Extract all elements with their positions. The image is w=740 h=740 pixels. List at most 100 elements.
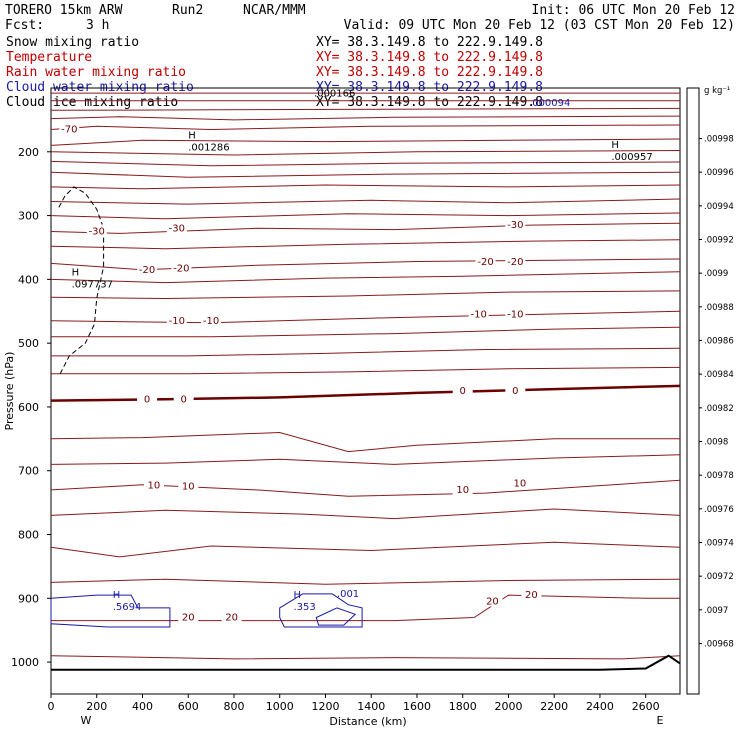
y-tick-label-6: 800 (18, 529, 39, 542)
colorbar-tick-label-10: .00978 (704, 471, 734, 481)
field-legend: Snow mixing ratio XY= 38.3.149.8 to 222.9… (6, 35, 543, 110)
annotation-value-2: .097737 (72, 280, 113, 291)
y-tick-label-7: 900 (18, 592, 39, 605)
x-tick-label-7: 1400 (357, 700, 385, 713)
contour-label-5: -20 (173, 264, 189, 275)
colorbar-tick-label-4: .0099 (704, 269, 728, 279)
contour-label-23: 20 (525, 590, 538, 601)
colorbar-tick-label-11: .00976 (704, 505, 734, 515)
contour-label-bg-19 (509, 476, 530, 489)
x-axis: 0 200 400 600 800 1000 1200 1400 1600 1800 2000 220… (48, 694, 660, 713)
x-tick-label-6: 1200 (311, 700, 339, 713)
isotherm-10 (50, 198, 681, 205)
isotherm-3 (50, 115, 681, 121)
isotherm-20 (51, 366, 681, 375)
run-title: Run2 (172, 3, 203, 18)
contour-label-bg-14 (452, 384, 473, 396)
isotherm-12 (50, 222, 681, 234)
annotations: H.001286 H.000957H.097737.000166.000094H.… (72, 88, 653, 613)
temperature-contours (50, 92, 681, 671)
contour-label-7: -20 (507, 257, 523, 268)
x-tick-label-0: 0 (48, 700, 55, 713)
contour-label-21: 20 (225, 612, 238, 623)
field-xy-1: XY= 38.3.149.8 to 222.9.149.8 (316, 50, 543, 65)
contour-label-bg-18 (452, 482, 473, 495)
field-name-1: Temperature (6, 50, 92, 65)
contour-label-1: -30 (89, 227, 105, 238)
y-axis-label: Pressure (hPa) (3, 352, 16, 431)
contour-label-15: 0 (512, 386, 518, 397)
isotherm-27 (51, 594, 680, 622)
contour-label-18: 10 (456, 485, 469, 496)
contour-label-17: 10 (182, 482, 195, 493)
contour-label-bg-0 (59, 122, 80, 135)
contour-label-12: 0 (144, 394, 150, 405)
contour-label-8: -10 (169, 316, 185, 327)
colorbar-tick-label-8: .00982 (704, 404, 734, 414)
x-tick-label-8: 1600 (403, 700, 431, 713)
contour-label-bg-6 (475, 255, 496, 268)
x-tick-label-2: 400 (132, 700, 153, 713)
field-name-2: Rain water mixing ratio (6, 65, 186, 80)
contour-label-0: -70 (61, 124, 77, 135)
header: TORERO 15km ARW Run2 NCAR/MMM Init: 06 U… (5, 3, 735, 33)
contour-label-16: 10 (148, 480, 161, 491)
isotherm-19 (51, 347, 681, 357)
contour-label-bg-8 (166, 313, 187, 326)
colorbar-tick-label-0: .00998 (704, 135, 734, 145)
isotherm-9 (50, 184, 681, 190)
contour-label-4: -20 (139, 265, 155, 276)
isotherm-17 (50, 310, 681, 324)
field-xy-4: XY= 38.3.149.8 to 222.9.149.8 (316, 95, 543, 110)
contour-label-bg-2 (166, 221, 187, 234)
cloud-water-contours (50, 593, 363, 628)
contour-label-3: -30 (507, 220, 523, 231)
x-tick-label-12: 2400 (586, 700, 614, 713)
contour-label-22: 20 (486, 597, 499, 608)
ice-contour (57, 186, 105, 375)
contour-label-bg-10 (468, 307, 489, 320)
y-tick-label-1: 300 (18, 210, 39, 223)
contour-label-bg-9 (201, 313, 222, 326)
y-tick-label-8: 1000 (11, 656, 39, 669)
contour-label-bg-17 (178, 479, 199, 492)
fcst-value: 3 h (86, 18, 109, 33)
annotation-value-6: .353 (293, 602, 315, 613)
colorbar-tick-label-9: .0098 (704, 438, 728, 448)
colorbar-tick-label-6: .00986 (704, 337, 734, 347)
isotherm-4 (50, 124, 681, 131)
isotherm-7 (50, 160, 681, 167)
colorbar: .00998 .00996 .00994 .00992 .0099 .00988 .0098… (686, 87, 734, 695)
west-label: W (81, 714, 92, 727)
contour-label-bg-5 (171, 261, 192, 274)
high-marker-0: H (188, 131, 196, 142)
isotherm-23 (50, 479, 681, 497)
contour-label-bg-21 (221, 610, 242, 623)
isotherm-8 (50, 171, 681, 178)
colorbar-tick-label-13: .00972 (704, 572, 734, 582)
y-tick-label-5: 700 (18, 465, 39, 478)
annotation-value-5: .5694 (113, 602, 142, 613)
y-tick-label-4: 600 (18, 401, 39, 414)
colorbar-tick-label-3: .00992 (704, 236, 734, 246)
contour-label-bg-23 (521, 588, 542, 601)
contour-label-6: -20 (477, 257, 493, 268)
isotherm-11 (50, 212, 681, 220)
x-tick-label-1: 200 (86, 700, 107, 713)
isotherm-2 (50, 107, 681, 111)
y-tick-label-3: 500 (18, 337, 39, 350)
colorbar-tick-label-12: .00974 (704, 539, 734, 549)
cloud-water-contour-0 (50, 594, 171, 628)
x-tick-label-11: 2200 (540, 700, 568, 713)
x-tick-label-3: 600 (178, 700, 199, 713)
valid-time: Valid: 09 UTC Mon 20 Feb 12 (03 CST Mon … (344, 18, 735, 33)
x-tick-label-4: 800 (223, 700, 244, 713)
x-tick-label-9: 1800 (449, 700, 477, 713)
contour-label-10: -10 (471, 309, 487, 320)
ground-line (51, 654, 681, 671)
org-title: NCAR/MMM (243, 3, 306, 18)
field-xy-2: XY= 38.3.149.8 to 222.9.149.8 (316, 65, 543, 80)
field-xy-0: XY= 38.3.149.8 to 222.9.149.8 (316, 35, 543, 50)
isotherm-5 (50, 138, 681, 146)
contour-label-2: -30 (169, 223, 185, 234)
